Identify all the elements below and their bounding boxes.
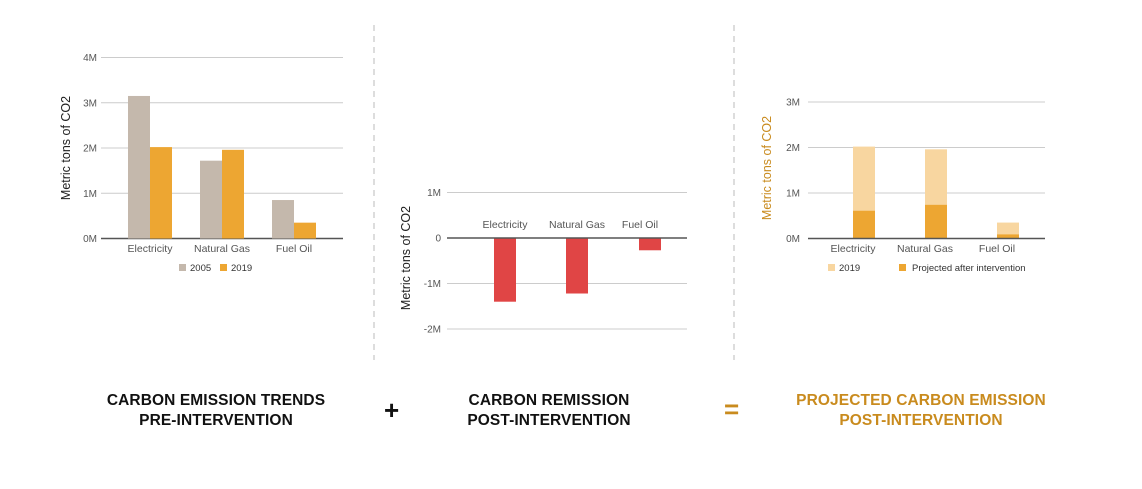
plus-operator: + [384,395,400,425]
y-tick-label: 1M [786,189,800,200]
legend-swatch-2019 [220,264,227,271]
y-tick-label: 1M [427,188,441,199]
caption-emission-trends: CARBON EMISSION TRENDS PRE-INTERVENTION [90,391,342,431]
caption-trends-line1: CARBON EMISSION TRENDS [106,392,326,409]
x-tick-label: Electricity [831,243,877,255]
bar-projected-after-intervention-electricity [853,210,875,239]
bar-2019-natural-gas [222,149,244,239]
bar-2005-electricity [128,95,150,239]
bar-2019-fuel-oil [294,222,316,239]
x-tick-label: Natural Gas [549,219,605,231]
caption-carbon-remission: CARBON REMISSION POST-INTERVENTION [444,391,654,431]
legend-swatch-2019 [828,264,835,271]
legend-label-2019: 2019 [231,263,252,274]
x-tick-label: Natural Gas [897,243,953,255]
legend-label-projected: Projected after intervention [912,263,1026,274]
legend-label-2019: 2019 [839,263,860,274]
y-tick-label: 1M [83,189,97,200]
caption-projected-line1: PROJECTED CARBON EMISSION [796,392,1046,409]
bar-change-natural-gas [566,238,588,294]
y-tick-label: 2M [786,143,800,154]
y-tick-label: 3M [83,98,97,109]
bar-projected-after-intervention-natural-gas [925,204,947,239]
y-axis-title: Metric tons of CO2 [760,116,774,220]
y-tick-label: 4M [83,53,97,64]
x-tick-label: Fuel Oil [622,219,658,231]
x-tick-label: Electricity [128,243,174,255]
caption-remission-line2: POST-INTERVENTION [467,412,631,429]
legend-label-2005: 2005 [190,263,211,274]
caption-projected-emission: PROJECTED CARBON EMISSION POST-INTERVENT… [780,391,1062,431]
chart-projected-emission: 0M 1M 2M 3M Electricity Natural Gas Fuel Oil Me… [760,98,1045,274]
bar-change-electricity [494,238,516,302]
bar-2005-natural-gas [200,160,222,239]
x-tick-label: Fuel Oil [276,243,312,255]
y-tick-label: 0M [786,234,800,245]
y-tick-label: 2M [83,144,97,155]
caption-projected-line2: POST-INTERVENTION [839,412,1003,429]
x-tick-label: Fuel Oil [979,243,1015,255]
y-tick-label: 0M [83,234,97,245]
y-tick-label: 3M [786,98,800,109]
legend-swatch-projected [899,264,906,271]
y-axis-title: Metric tons of CO2 [59,96,73,200]
bar-2005-fuel-oil [272,200,294,239]
bar-change-fuel-oil [639,238,661,251]
y-axis-title: Metric tons of CO2 [399,206,413,310]
y-tick-label: -2M [424,325,441,336]
equals-operator: = [724,394,740,424]
bar-projected-after-intervention-fuel-oil [997,234,1019,239]
y-tick-label: 0 [435,234,441,245]
caption-trends-line2: PRE-INTERVENTION [139,412,293,429]
chart-carbon-remission: 1M 0 -1M -2M Electricity Natural Gas Fuel Oil M… [399,188,687,336]
y-tick-label: -1M [424,279,441,290]
x-tick-label: Electricity [483,219,529,231]
legend-swatch-2005 [179,264,186,271]
caption-remission-line1: CARBON REMISSION [468,392,630,409]
x-tick-label: Natural Gas [194,243,250,255]
chart-emission-trends: 0M 1M 2M 3M 4M Electricity Natural Gas Fuel Oil… [59,53,343,274]
bar-2019-electricity [150,147,172,239]
